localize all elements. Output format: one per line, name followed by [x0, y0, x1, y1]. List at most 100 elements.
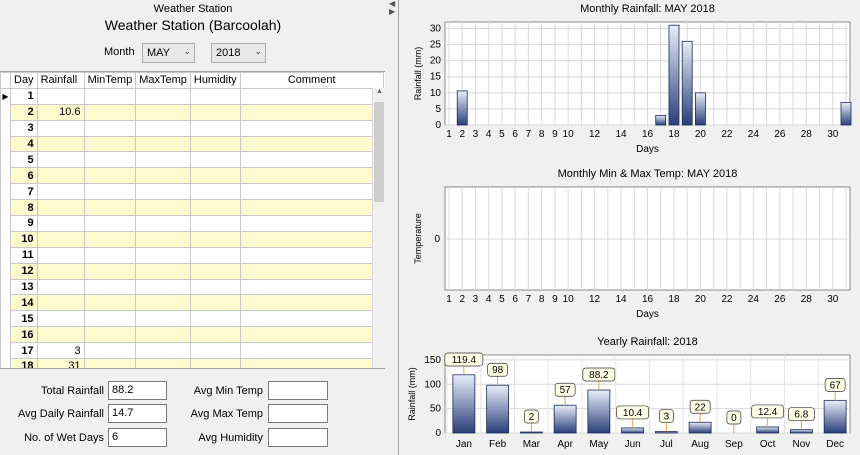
table-row[interactable]: 6: [0, 167, 384, 185]
row-header[interactable]: [0, 342, 11, 359]
cell-rainfall[interactable]: [36, 215, 85, 232]
cell-day[interactable]: 9: [10, 215, 38, 232]
cell-humidity[interactable]: [189, 215, 241, 232]
row-header[interactable]: [0, 326, 11, 343]
cell-humidity[interactable]: [189, 230, 241, 248]
cell-rainfall[interactable]: 31: [36, 358, 85, 368]
cell-day[interactable]: 17: [10, 342, 38, 360]
cell-day[interactable]: 4: [10, 135, 38, 153]
cell-maxtemp[interactable]: [135, 199, 191, 217]
scroll-thumb[interactable]: [374, 102, 384, 202]
row-header[interactable]: [0, 247, 11, 264]
cell-comment[interactable]: [239, 135, 384, 153]
cell-day[interactable]: 15: [10, 310, 38, 328]
table-row[interactable]: 16: [0, 326, 384, 344]
cell-day[interactable]: 5: [10, 151, 38, 169]
cell-mintemp[interactable]: [83, 215, 137, 232]
cell-rainfall[interactable]: [36, 294, 85, 312]
row-header[interactable]: [0, 104, 11, 121]
table-row[interactable]: 17 3: [0, 342, 384, 360]
cell-comment[interactable]: [239, 199, 384, 217]
cell-mintemp[interactable]: [83, 310, 137, 328]
current-row-marker-icon[interactable]: ▶: [0, 88, 11, 105]
cell-maxtemp[interactable]: [135, 278, 191, 296]
cell-mintemp[interactable]: [83, 151, 137, 169]
cell-mintemp[interactable]: [83, 294, 137, 312]
row-header[interactable]: [0, 120, 11, 137]
cell-rainfall[interactable]: [36, 151, 85, 169]
row-header[interactable]: [0, 151, 11, 168]
cell-maxtemp[interactable]: [135, 246, 191, 264]
table-row[interactable]: 11: [0, 246, 384, 264]
cell-day[interactable]: 16: [10, 326, 38, 344]
cell-rainfall[interactable]: [36, 199, 85, 217]
table-row[interactable]: 5: [0, 151, 384, 169]
cell-rainfall[interactable]: [36, 246, 85, 264]
cell-rainfall[interactable]: [36, 262, 85, 280]
cell-humidity[interactable]: [189, 183, 241, 201]
cell-mintemp[interactable]: [83, 358, 137, 368]
cell-humidity[interactable]: [189, 246, 241, 264]
cell-rainfall[interactable]: [36, 278, 85, 296]
year-select[interactable]: 2018 ⌄: [211, 43, 266, 63]
col-header-comment[interactable]: Comment: [239, 72, 384, 89]
cell-day[interactable]: 14: [10, 294, 38, 312]
cell-humidity[interactable]: [189, 342, 241, 360]
cell-maxtemp[interactable]: [135, 358, 191, 368]
cell-maxtemp[interactable]: [135, 119, 191, 137]
row-header[interactable]: [0, 358, 11, 368]
rainfall-grid[interactable]: Day Rainfall MinTemp MaxTemp Humidity Co…: [0, 71, 385, 369]
pane-splitter[interactable]: ◀ ▶: [386, 0, 400, 455]
cell-maxtemp[interactable]: [135, 167, 191, 185]
table-row[interactable]: 15: [0, 310, 384, 328]
cell-maxtemp[interactable]: [135, 87, 191, 105]
table-row[interactable]: 4: [0, 135, 384, 153]
cell-humidity[interactable]: [189, 167, 241, 185]
cell-rainfall[interactable]: [36, 230, 85, 248]
cell-comment[interactable]: [239, 246, 384, 264]
collapse-arrows-icon[interactable]: ◀ ▶: [389, 0, 396, 16]
cell-humidity[interactable]: [189, 278, 241, 296]
table-row[interactable]: ▶ 1: [0, 87, 384, 105]
cell-mintemp[interactable]: [83, 135, 137, 153]
avg-max-temp-field[interactable]: [268, 404, 328, 423]
month-select[interactable]: MAY ⌄: [142, 43, 195, 63]
table-row[interactable]: 12: [0, 262, 384, 280]
cell-comment[interactable]: [239, 262, 384, 280]
cell-maxtemp[interactable]: [135, 310, 191, 328]
cell-rainfall[interactable]: [36, 167, 85, 185]
cell-humidity[interactable]: [189, 358, 241, 368]
cell-day[interactable]: 10: [10, 230, 38, 248]
total-rainfall-field[interactable]: 88.2: [108, 381, 167, 400]
cell-humidity[interactable]: [189, 135, 241, 153]
row-header[interactable]: [0, 294, 11, 311]
table-row[interactable]: 2 10.6: [0, 103, 384, 121]
row-header[interactable]: [0, 310, 11, 327]
table-row[interactable]: 7: [0, 183, 384, 201]
cell-comment[interactable]: [239, 326, 384, 344]
avg-daily-rainfall-field[interactable]: 14.7: [108, 404, 167, 423]
cell-maxtemp[interactable]: [135, 103, 191, 121]
table-row[interactable]: 9: [0, 215, 384, 232]
row-header[interactable]: [0, 167, 11, 184]
cell-comment[interactable]: [239, 278, 384, 296]
scroll-up-icon[interactable]: ▲: [376, 88, 383, 95]
cell-maxtemp[interactable]: [135, 215, 191, 232]
cell-mintemp[interactable]: [83, 246, 137, 264]
cell-comment[interactable]: [239, 103, 384, 121]
cell-maxtemp[interactable]: [135, 326, 191, 344]
cell-humidity[interactable]: [189, 199, 241, 217]
cell-day[interactable]: 3: [10, 119, 38, 137]
cell-comment[interactable]: [239, 183, 384, 201]
cell-rainfall[interactable]: 3: [36, 342, 85, 360]
cell-humidity[interactable]: [189, 119, 241, 137]
row-header[interactable]: [0, 215, 11, 232]
row-header[interactable]: [0, 183, 11, 200]
cell-mintemp[interactable]: [83, 342, 137, 360]
cell-humidity[interactable]: [189, 262, 241, 280]
cell-humidity[interactable]: [189, 294, 241, 312]
table-row[interactable]: 8: [0, 199, 384, 217]
cell-maxtemp[interactable]: [135, 230, 191, 248]
table-row[interactable]: 3: [0, 119, 384, 137]
cell-rainfall[interactable]: [36, 310, 85, 328]
